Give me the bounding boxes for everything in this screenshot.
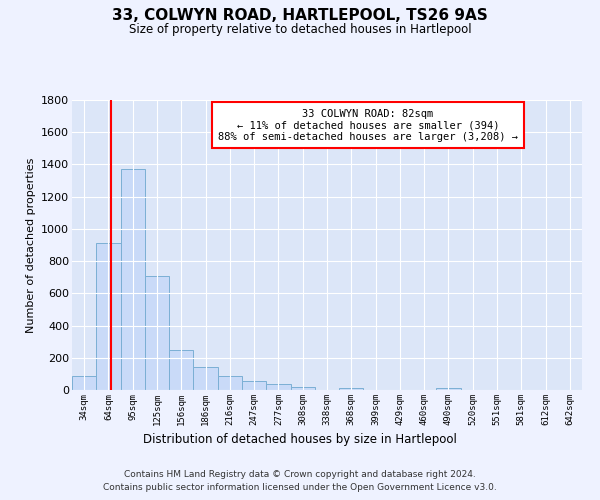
Text: Distribution of detached houses by size in Hartlepool: Distribution of detached houses by size …	[143, 432, 457, 446]
Bar	[193, 366, 218, 390]
Bar	[121, 170, 145, 390]
Text: 33, COLWYN ROAD, HARTLEPOOL, TS26 9AS: 33, COLWYN ROAD, HARTLEPOOL, TS26 9AS	[112, 8, 488, 22]
Bar	[242, 381, 266, 390]
Text: Contains public sector information licensed under the Open Government Licence v3: Contains public sector information licen…	[103, 482, 497, 492]
Text: Contains HM Land Registry data © Crown copyright and database right 2024.: Contains HM Land Registry data © Crown c…	[124, 470, 476, 479]
Bar	[145, 276, 169, 390]
Bar	[290, 387, 315, 390]
Text: 33 COLWYN ROAD: 82sqm
← 11% of detached houses are smaller (394)
88% of semi-det: 33 COLWYN ROAD: 82sqm ← 11% of detached …	[218, 108, 518, 142]
Bar	[72, 376, 96, 390]
Bar	[266, 384, 290, 390]
Bar	[96, 244, 121, 390]
Bar	[169, 350, 193, 390]
Bar	[218, 376, 242, 390]
Bar	[339, 388, 364, 390]
Bar	[436, 388, 461, 390]
Text: Size of property relative to detached houses in Hartlepool: Size of property relative to detached ho…	[128, 22, 472, 36]
Y-axis label: Number of detached properties: Number of detached properties	[26, 158, 35, 332]
